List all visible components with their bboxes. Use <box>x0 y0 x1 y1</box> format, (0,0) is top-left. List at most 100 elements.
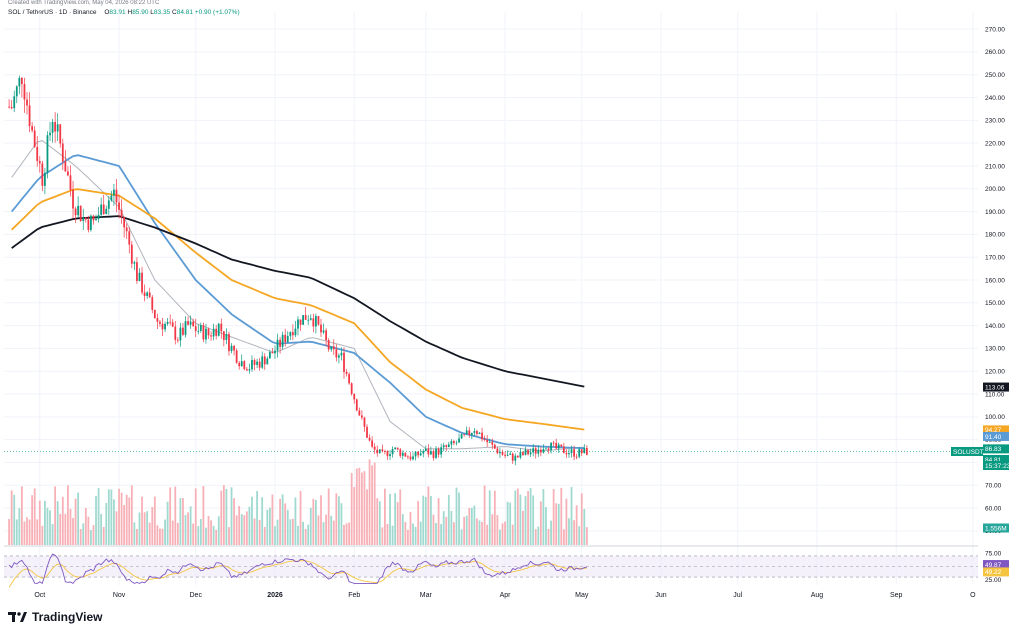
candle-body <box>189 321 192 325</box>
y-tick-label: 240.00 <box>985 95 1005 102</box>
tradingview-logo[interactable]: TradingView <box>8 610 102 624</box>
volume-bar <box>529 487 532 545</box>
candle-body <box>476 431 478 434</box>
candle-body <box>302 315 304 325</box>
volume-bar <box>491 514 494 545</box>
candle-body <box>345 371 348 374</box>
volume-bar <box>514 490 517 545</box>
volume-bar <box>8 519 11 545</box>
volume-bar <box>432 514 435 545</box>
candle-body <box>506 454 509 456</box>
candle-body <box>550 442 552 451</box>
volume-bar <box>371 465 374 545</box>
candle-body <box>419 453 422 456</box>
volume-bar <box>31 495 34 545</box>
volume-bar <box>565 498 568 545</box>
candle-body <box>251 360 253 370</box>
candle-body <box>222 331 225 340</box>
y-tick-label: 100.00 <box>985 414 1005 421</box>
candle-body <box>511 453 514 461</box>
symbol-legend[interactable]: SOL / TetherUS · 1D · Binance O83.91 H85… <box>8 9 240 16</box>
candle-body <box>575 456 578 458</box>
volume-bar <box>496 515 499 545</box>
volume-bar <box>90 529 92 545</box>
volume-bar <box>476 518 478 545</box>
volume-bar <box>291 518 294 545</box>
candle-body <box>435 448 437 458</box>
candle-body <box>330 346 333 350</box>
volume-bar <box>33 488 36 545</box>
volume-bar <box>289 519 292 545</box>
y-tick-label: 160.00 <box>985 277 1005 284</box>
candle-body <box>279 339 281 347</box>
volume-bar <box>207 516 210 545</box>
candle-body <box>378 449 381 454</box>
volume-bar <box>95 495 97 545</box>
volume-bar <box>54 486 57 545</box>
candle-body <box>534 448 537 454</box>
candle-body <box>118 202 120 210</box>
author-line: Created with TradingView.com, May 04, 20… <box>8 0 160 6</box>
volume-bar <box>358 467 361 545</box>
volume-bar <box>386 523 389 545</box>
candle-body <box>18 77 21 87</box>
candle-body <box>317 316 320 325</box>
ohlc-low-label: L <box>150 9 154 16</box>
candle-body <box>399 449 402 456</box>
volume-bar <box>44 500 46 545</box>
volume-bar <box>307 524 310 545</box>
y-tick-label: 120.00 <box>985 369 1005 376</box>
candle-body <box>230 345 233 352</box>
y-tick-label: 140.00 <box>985 323 1005 330</box>
volume-bar <box>205 527 207 545</box>
volume-bar <box>478 520 481 545</box>
candle-body <box>486 439 489 443</box>
candle-body <box>202 325 205 340</box>
candle-body <box>115 189 118 203</box>
volume-bar <box>501 523 504 545</box>
volume-bar <box>473 505 476 545</box>
candle-body <box>159 321 161 324</box>
volume-bar <box>488 490 491 545</box>
y-tick-label: 70.00 <box>985 483 1002 490</box>
volume-bar <box>550 520 552 545</box>
volume-bar <box>455 487 458 545</box>
volume-bar <box>215 529 218 545</box>
volume-bar <box>327 488 330 545</box>
volume-bar <box>337 496 340 545</box>
volume-bar <box>460 529 463 545</box>
volume-bar <box>176 522 179 545</box>
candle-body <box>56 124 59 132</box>
candle-body <box>164 323 166 330</box>
candle-body <box>97 214 100 219</box>
candle-body <box>174 326 177 340</box>
price-badge-label: 113.06 <box>985 384 1005 391</box>
candle-body <box>483 439 486 440</box>
candle-body <box>240 361 243 367</box>
candle-body <box>363 417 366 427</box>
candle-body <box>110 195 113 201</box>
candle-body <box>314 316 317 327</box>
time-axis[interactable]: Oct Nov Dec 2026 Feb Mar Apr May Jun Jul Aug Sep O <box>34 592 976 599</box>
volume-bar <box>348 522 351 545</box>
candle-body <box>470 432 473 436</box>
candle-body <box>320 324 322 333</box>
candle-body <box>361 415 363 418</box>
y-tick-label: 220.00 <box>985 140 1005 147</box>
volume-bar <box>166 501 169 545</box>
ohlc-open: 83.91 <box>109 9 126 16</box>
candle-body <box>373 446 376 450</box>
candle-body <box>61 143 64 162</box>
volume-bar <box>555 503 558 545</box>
candle-body <box>205 328 207 340</box>
candle-body <box>64 161 67 172</box>
volume-bar <box>253 518 256 545</box>
candle-body <box>146 292 149 296</box>
candle-body <box>371 440 374 447</box>
candle-body <box>113 189 115 196</box>
volume-bar <box>373 462 376 545</box>
volume-bars <box>8 459 588 545</box>
candle-body <box>274 350 276 354</box>
volume-bar <box>143 512 146 545</box>
